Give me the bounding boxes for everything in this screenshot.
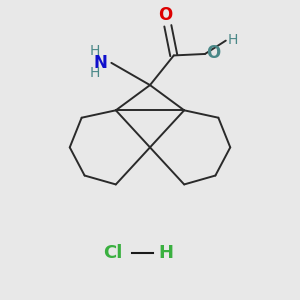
Text: O: O	[206, 44, 221, 62]
Text: N: N	[93, 54, 107, 72]
Text: Cl: Cl	[103, 244, 122, 262]
Text: H: H	[90, 44, 100, 58]
Text: O: O	[158, 6, 172, 24]
Text: H: H	[90, 66, 100, 80]
Text: H: H	[159, 244, 174, 262]
Text: H: H	[227, 33, 238, 47]
